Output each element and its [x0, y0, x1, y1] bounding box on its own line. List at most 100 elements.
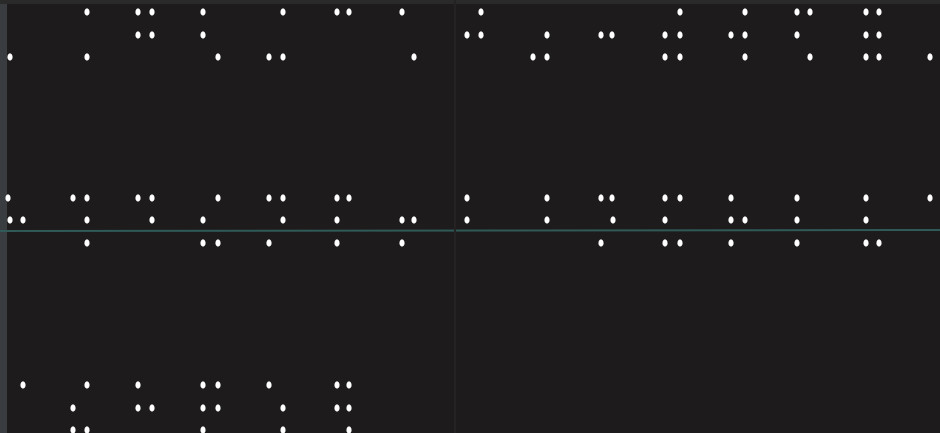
braille-dot [334, 194, 339, 201]
braille-dot [135, 31, 140, 38]
braille-dot [598, 194, 603, 201]
braille-dot [215, 381, 220, 388]
braille-dot [200, 8, 205, 15]
braille-dot [84, 216, 89, 223]
braille-dot [677, 8, 682, 15]
braille-dot [84, 8, 89, 15]
braille-dot [876, 53, 881, 60]
braille-dot [20, 216, 25, 223]
braille-dot [863, 239, 868, 246]
braille-dot [662, 216, 667, 223]
left-edge [0, 0, 7, 433]
braille-dot [399, 8, 404, 15]
braille-dot [84, 53, 89, 60]
braille-dot [464, 216, 469, 223]
braille-dot [598, 239, 603, 246]
braille-dot [215, 194, 220, 201]
braille-dot [544, 53, 549, 60]
braille-dot [742, 8, 747, 15]
braille-dot [334, 8, 339, 15]
braille-dot [7, 216, 12, 223]
braille-dot [794, 8, 799, 15]
scan-line [0, 230, 940, 231]
paper [0, 0, 940, 433]
braille-dot [84, 194, 89, 201]
braille-dot [70, 404, 75, 411]
braille-dot [149, 31, 154, 38]
braille-dot [464, 31, 469, 38]
braille-dot [334, 404, 339, 411]
braille-dot [662, 31, 667, 38]
braille-dot [662, 53, 667, 60]
braille-dot [662, 194, 667, 201]
braille-dot [280, 404, 285, 411]
braille-dot [794, 216, 799, 223]
braille-dot [742, 216, 747, 223]
braille-dot [677, 194, 682, 201]
braille-dot [411, 216, 416, 223]
braille-dot [20, 381, 25, 388]
braille-dot [7, 53, 12, 60]
braille-dot [742, 53, 747, 60]
braille-dot [149, 216, 154, 223]
braille-dot [200, 31, 205, 38]
braille-dot [5, 194, 10, 201]
braille-dot [280, 53, 285, 60]
braille-dot [280, 216, 285, 223]
braille-dot [728, 194, 733, 201]
braille-dot [807, 8, 812, 15]
braille-dot [807, 53, 812, 60]
braille-dot [266, 194, 271, 201]
braille-dot [863, 194, 868, 201]
braille-dot [876, 31, 881, 38]
braille-dot [728, 239, 733, 246]
braille-dot [135, 404, 140, 411]
braille-dot [794, 194, 799, 201]
braille-dot [70, 194, 75, 201]
braille-dot [876, 239, 881, 246]
braille-dot [863, 8, 868, 15]
braille-dot [927, 53, 932, 60]
braille-dot [280, 8, 285, 15]
braille-dot [200, 239, 205, 246]
braille-dot [794, 239, 799, 246]
braille-dot [677, 53, 682, 60]
braille-dot [544, 216, 549, 223]
braille-dot [478, 8, 483, 15]
braille-dot [84, 239, 89, 246]
braille-dot [334, 381, 339, 388]
braille-dot [266, 53, 271, 60]
braille-dot [149, 404, 154, 411]
braille-dot [876, 8, 881, 15]
braille-dot [346, 8, 351, 15]
braille-scan [0, 0, 940, 433]
braille-dot [135, 381, 140, 388]
braille-dot [280, 194, 285, 201]
braille-dot [334, 239, 339, 246]
braille-dot [200, 216, 205, 223]
braille-dot [266, 381, 271, 388]
page: (() => { const rows = [ [12, [87,138,152… [0, 0, 940, 433]
braille-dot [399, 216, 404, 223]
braille-dot [728, 216, 733, 223]
braille-dot [84, 381, 89, 388]
braille-dot [610, 216, 615, 223]
braille-dot [544, 31, 549, 38]
braille-dot [200, 381, 205, 388]
braille-dot [135, 194, 140, 201]
braille-dot [677, 31, 682, 38]
braille-dot [215, 404, 220, 411]
braille-dot [346, 194, 351, 201]
braille-dot [346, 381, 351, 388]
braille-dot [149, 194, 154, 201]
braille-dot [544, 194, 549, 201]
braille-dot [200, 404, 205, 411]
braille-dot [677, 239, 682, 246]
braille-dot [215, 239, 220, 246]
braille-dot [863, 53, 868, 60]
braille-dot [662, 239, 667, 246]
braille-dot [464, 194, 469, 201]
braille-dot [346, 404, 351, 411]
braille-dot [334, 216, 339, 223]
braille-dot [135, 8, 140, 15]
